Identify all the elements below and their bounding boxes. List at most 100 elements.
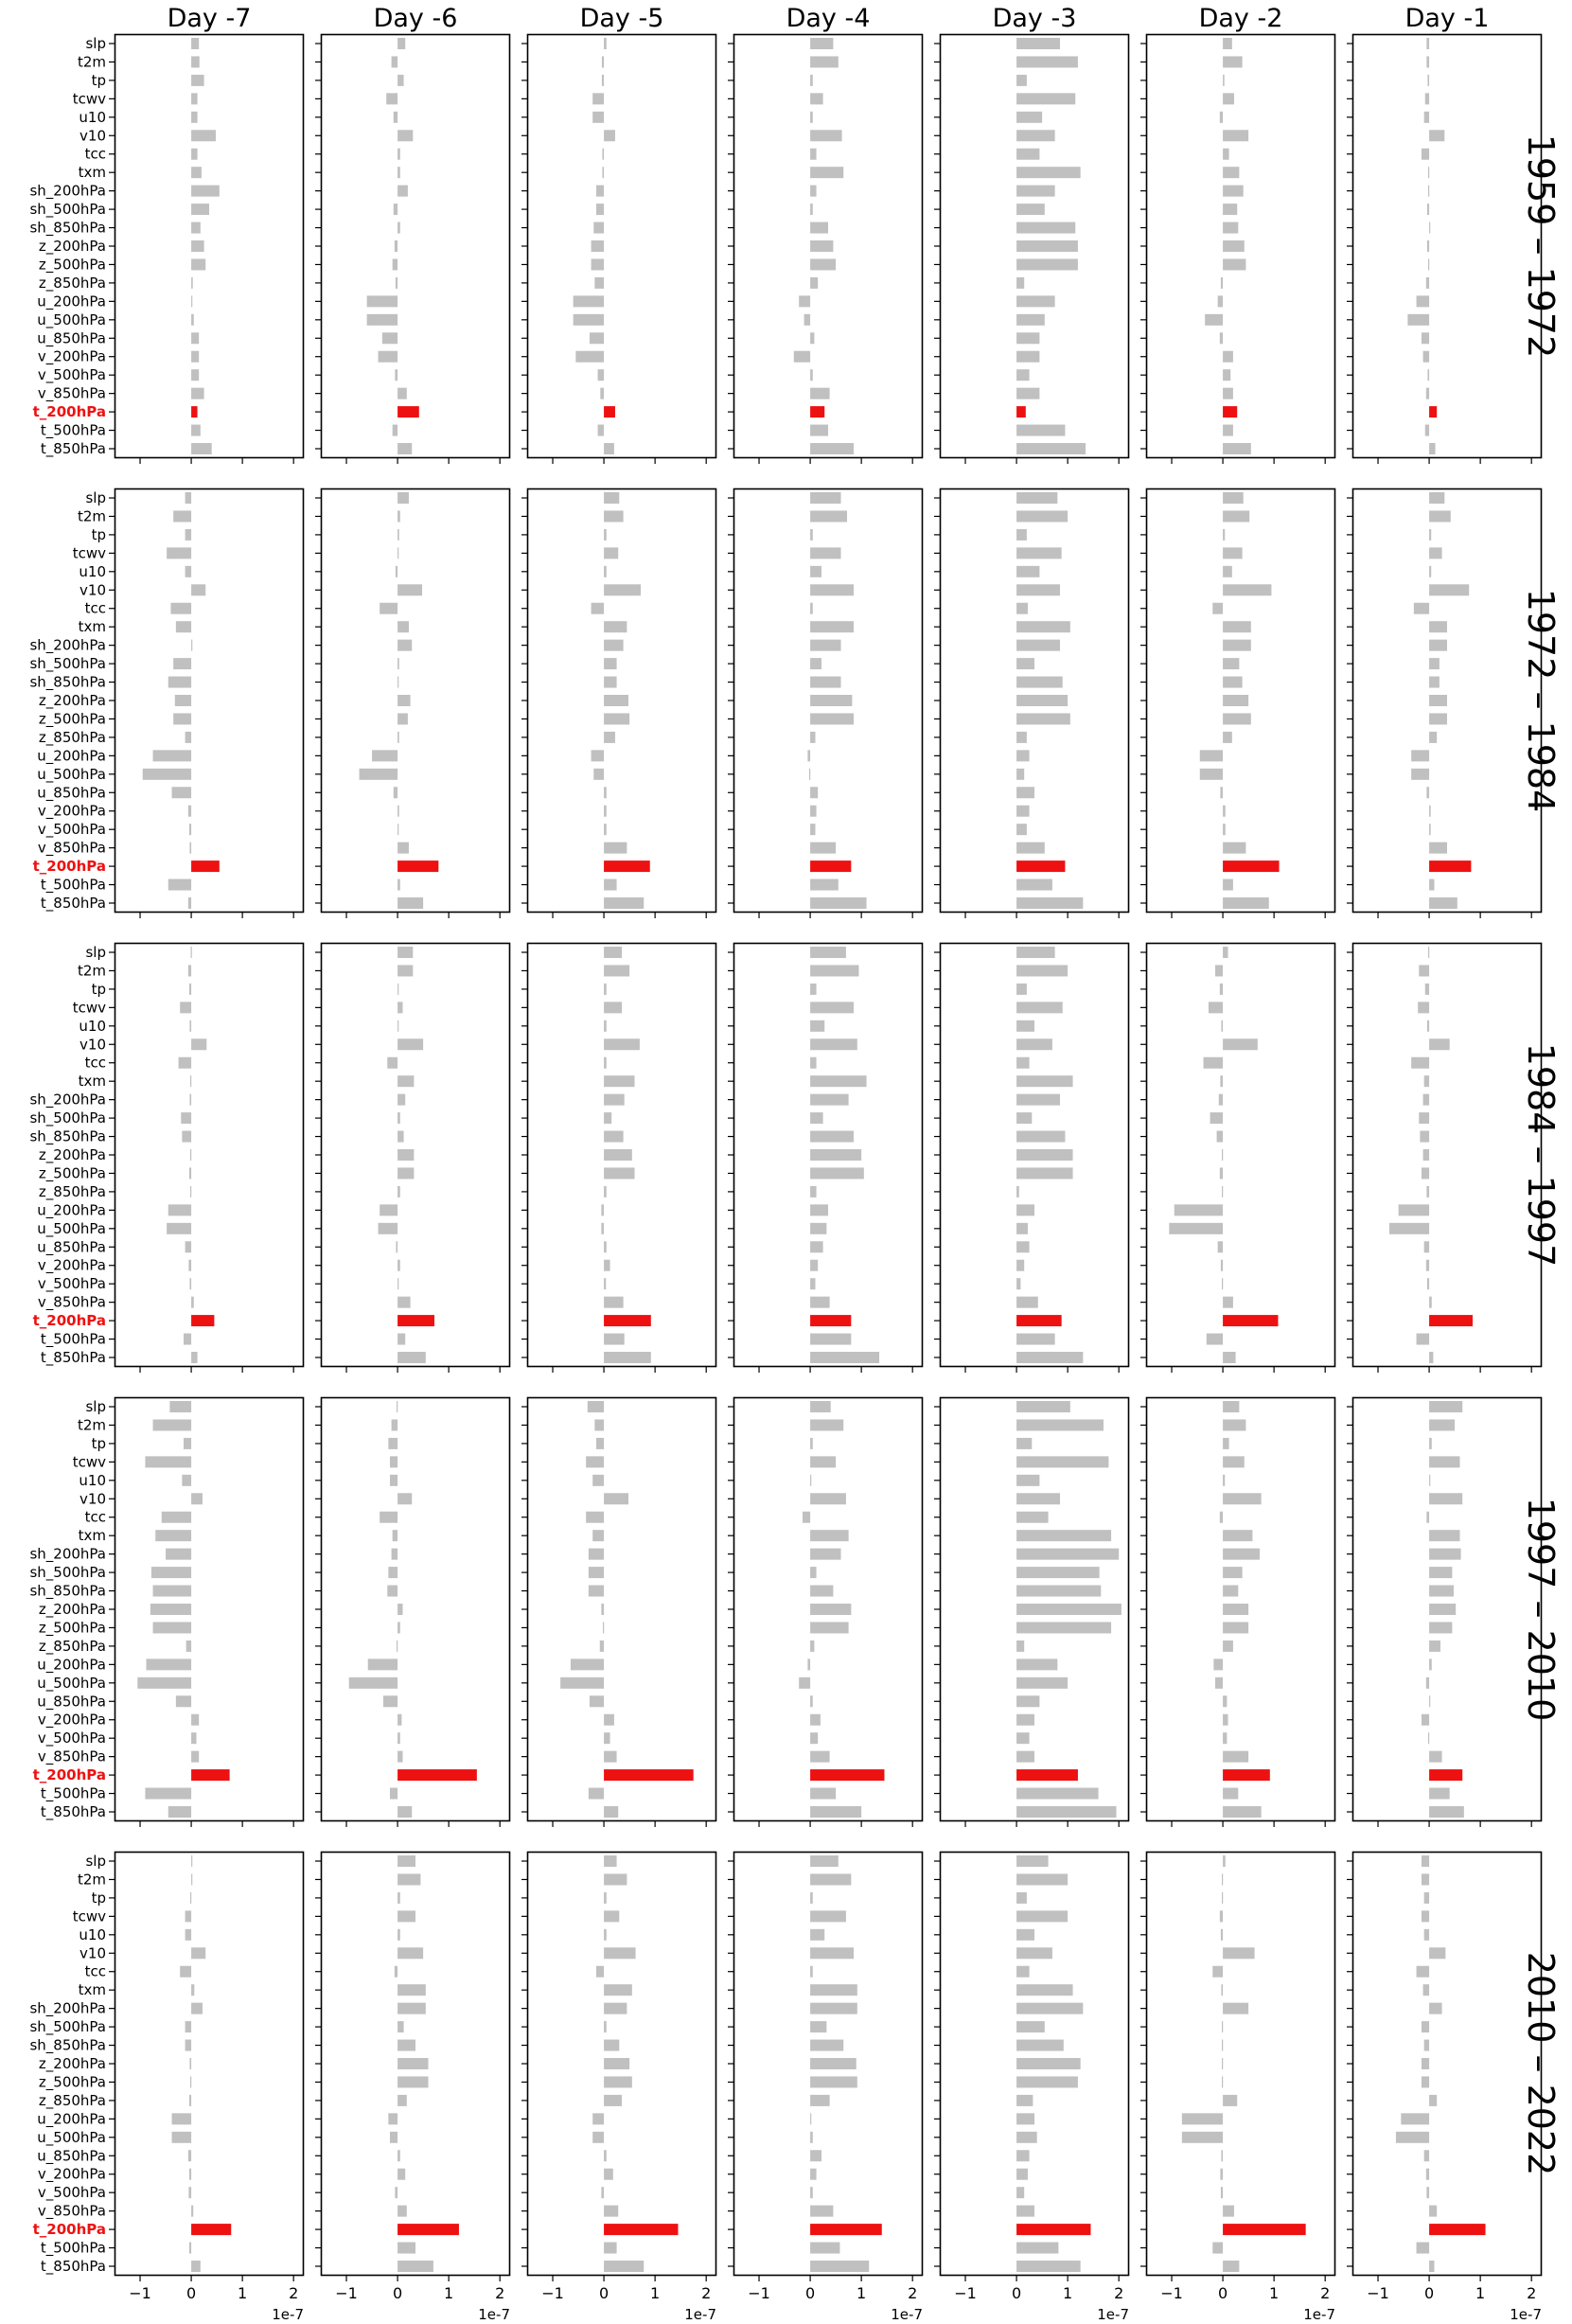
bar bbox=[191, 222, 201, 234]
bar bbox=[161, 1511, 192, 1523]
column-title: Day -4 bbox=[786, 4, 871, 33]
bar bbox=[810, 1112, 823, 1125]
y-tick-label: tcwv bbox=[73, 90, 106, 107]
bar-highlight bbox=[397, 1769, 477, 1782]
bar-highlight bbox=[604, 406, 615, 418]
bar bbox=[146, 1659, 192, 1671]
bar bbox=[391, 1419, 398, 1431]
bar bbox=[397, 1185, 400, 1197]
bar bbox=[810, 240, 834, 252]
bar bbox=[1016, 947, 1055, 958]
y-tick-label: tp bbox=[92, 72, 106, 89]
bar bbox=[604, 1278, 607, 1290]
bar bbox=[810, 584, 855, 596]
bar bbox=[191, 38, 200, 49]
bar bbox=[1429, 842, 1447, 854]
bar bbox=[1425, 1259, 1430, 1271]
panel-frame bbox=[1351, 942, 1543, 1368]
bar bbox=[1223, 1855, 1226, 1867]
bar bbox=[1429, 1474, 1431, 1486]
bar bbox=[810, 602, 813, 614]
x-scale-label: 1e-7 bbox=[684, 2306, 716, 2323]
bar bbox=[1429, 1947, 1446, 1960]
bar bbox=[1016, 222, 1076, 234]
bar bbox=[1016, 1419, 1104, 1431]
bar bbox=[1016, 1891, 1027, 1904]
bar bbox=[397, 1910, 415, 1923]
bar bbox=[191, 313, 194, 326]
bar bbox=[604, 2242, 617, 2254]
bar bbox=[1169, 1222, 1224, 1234]
bar bbox=[595, 185, 605, 197]
panel: −1 0 1 2 1e-7 bbox=[728, 1851, 924, 2323]
bar bbox=[189, 842, 192, 854]
bar bbox=[183, 1333, 192, 1345]
bar bbox=[397, 947, 414, 958]
x-tick-label: 1 bbox=[1063, 2284, 1072, 2302]
bar bbox=[1223, 222, 1239, 234]
bar bbox=[1016, 1204, 1034, 1216]
bar bbox=[604, 2168, 613, 2180]
bar bbox=[604, 2150, 607, 2162]
bar bbox=[1223, 1604, 1249, 1615]
bar bbox=[810, 983, 817, 995]
bar bbox=[592, 111, 605, 123]
bar bbox=[397, 2242, 415, 2254]
bar bbox=[592, 2131, 605, 2143]
bar bbox=[1223, 1787, 1239, 1800]
bar bbox=[604, 2021, 607, 2033]
bar bbox=[1223, 1530, 1253, 1542]
bar bbox=[1427, 369, 1430, 381]
bar bbox=[185, 528, 192, 541]
bar bbox=[191, 148, 198, 160]
bar bbox=[604, 1493, 629, 1505]
bar bbox=[367, 1659, 398, 1671]
y-tick-label: sh_850hPa bbox=[29, 2037, 106, 2055]
bar-highlight bbox=[1223, 1315, 1279, 1327]
bar bbox=[1208, 1002, 1224, 1014]
bar bbox=[1223, 130, 1249, 142]
bar bbox=[602, 148, 605, 160]
bar bbox=[190, 1891, 192, 1904]
bar bbox=[1016, 1437, 1033, 1449]
bar bbox=[1016, 1659, 1058, 1671]
x-tick-label: 0 bbox=[805, 2284, 815, 2302]
bar bbox=[1221, 2150, 1224, 2162]
bar bbox=[397, 1002, 403, 1014]
x-tick-label: 1 bbox=[650, 2284, 660, 2302]
bar bbox=[1217, 295, 1224, 308]
bar bbox=[1423, 1075, 1430, 1088]
y-tick-label: v_200hPa bbox=[38, 348, 106, 366]
bar bbox=[1219, 983, 1224, 995]
panel bbox=[728, 1396, 924, 1827]
bar bbox=[810, 130, 842, 142]
bar bbox=[1223, 1695, 1228, 1708]
panel-frame bbox=[1145, 1396, 1336, 1822]
y-tick-label: sh_850hPa bbox=[29, 1128, 106, 1146]
x-scale-label: 1e-7 bbox=[1097, 2306, 1129, 2323]
bar bbox=[372, 750, 398, 762]
panel-frame bbox=[114, 942, 305, 1368]
bar bbox=[810, 1806, 862, 1818]
bar bbox=[185, 731, 192, 743]
bar bbox=[382, 1695, 398, 1708]
bar bbox=[1421, 1855, 1430, 1867]
bar bbox=[1428, 1732, 1430, 1745]
bar bbox=[810, 2076, 857, 2088]
bar bbox=[1429, 658, 1440, 670]
bar bbox=[1223, 2261, 1240, 2272]
bar bbox=[1016, 1548, 1120, 1560]
bar bbox=[1429, 1750, 1442, 1763]
bar bbox=[397, 443, 413, 454]
bar bbox=[389, 1474, 398, 1486]
bar bbox=[397, 1947, 424, 1960]
bar bbox=[1416, 2242, 1430, 2254]
bar bbox=[573, 313, 605, 326]
bar bbox=[592, 1530, 605, 1542]
bar bbox=[807, 1659, 811, 1671]
bar bbox=[191, 1873, 193, 1886]
bar bbox=[1220, 2168, 1224, 2180]
bar bbox=[1016, 1676, 1069, 1689]
bar bbox=[595, 1437, 605, 1449]
